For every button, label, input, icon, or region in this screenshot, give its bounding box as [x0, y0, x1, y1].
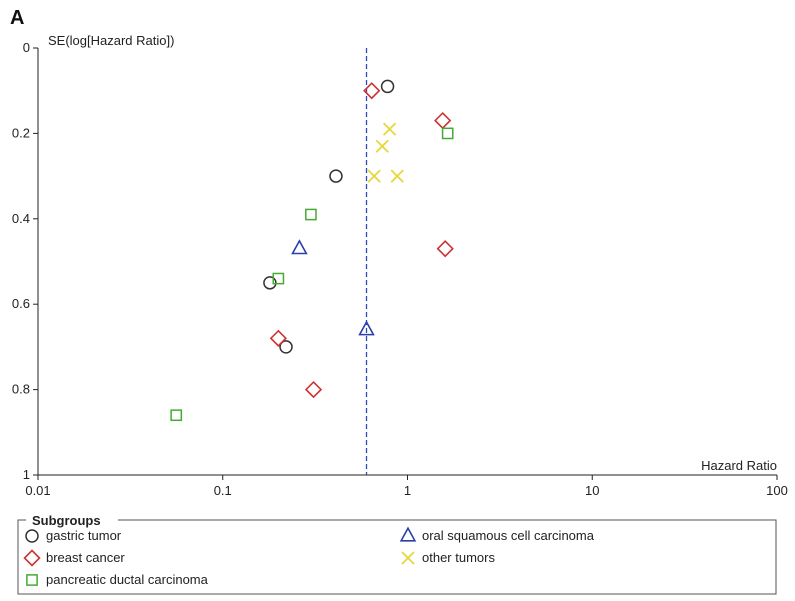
point-breast-cancer [304, 380, 323, 399]
point-other-tumors [382, 122, 397, 136]
x-tick-label: 10 [585, 483, 599, 498]
x-tick-label: 100 [766, 483, 788, 498]
y-tick-label: 0.4 [12, 211, 30, 226]
legend-marker-other-tumors [401, 551, 415, 565]
point-breast-cancer [434, 111, 452, 130]
point-other-tumors [375, 139, 389, 153]
legend-box [17, 519, 777, 595]
y-tick-label: 0 [23, 40, 30, 55]
panel-label: A [10, 7, 24, 29]
y-tick-label: 0.6 [12, 296, 30, 311]
x-tick-label: 0.1 [214, 483, 232, 498]
y-tick-label: 1 [23, 467, 30, 482]
point-gastric-tumor [329, 169, 343, 183]
legend-marker-oral-squamous-cell-carcinoma [399, 526, 417, 542]
y-axis-label: SE(log[Hazard Ratio]) [48, 33, 174, 48]
point-breast-cancer [269, 329, 287, 347]
point-gastric-tumor [279, 340, 293, 354]
axes: 00.20.40.60.810.01 0.1 1 10 100 [12, 40, 788, 498]
x-axis-label: Hazard Ratio [701, 458, 777, 473]
legend-label: oral squamous cell carcinoma [422, 528, 595, 543]
legend-label: gastric tumor [46, 528, 122, 543]
legend-label: other tumors [422, 550, 495, 565]
legend-marker-gastric-tumor [25, 529, 39, 543]
point-breast-cancer [436, 240, 454, 258]
legend-title-bg [26, 511, 118, 527]
legend-label: pancreatic ductal carcinoma [46, 572, 209, 587]
point-other-tumors [390, 169, 404, 183]
legend-marker-pancreatic-ductal-carcinoma [26, 574, 38, 586]
y-tick-label: 0.2 [12, 125, 30, 140]
point-oral-squamous-cell-carcinoma [291, 239, 308, 255]
point-pancreatic-ductal-carcinoma [170, 409, 183, 422]
point-oral-squamous-cell-carcinoma [358, 320, 375, 336]
legend-title: Subgroups [32, 513, 101, 528]
point-breast-cancer [363, 82, 381, 100]
point-pancreatic-ductal-carcinoma [272, 272, 285, 285]
point-pancreatic-ductal-carcinoma [441, 127, 454, 140]
point-pancreatic-ductal-carcinoma [305, 208, 317, 221]
point-other-tumors [367, 169, 381, 183]
x-tick-label: 0.01 [25, 483, 50, 498]
data-points [170, 79, 454, 422]
y-tick-label: 0.8 [12, 382, 30, 397]
x-tick-label: 1 [404, 483, 411, 498]
point-gastric-tumor [380, 79, 395, 94]
legend-marker-breast-cancer [23, 549, 41, 567]
point-gastric-tumor [263, 276, 277, 290]
legend-label: breast cancer [46, 550, 125, 565]
